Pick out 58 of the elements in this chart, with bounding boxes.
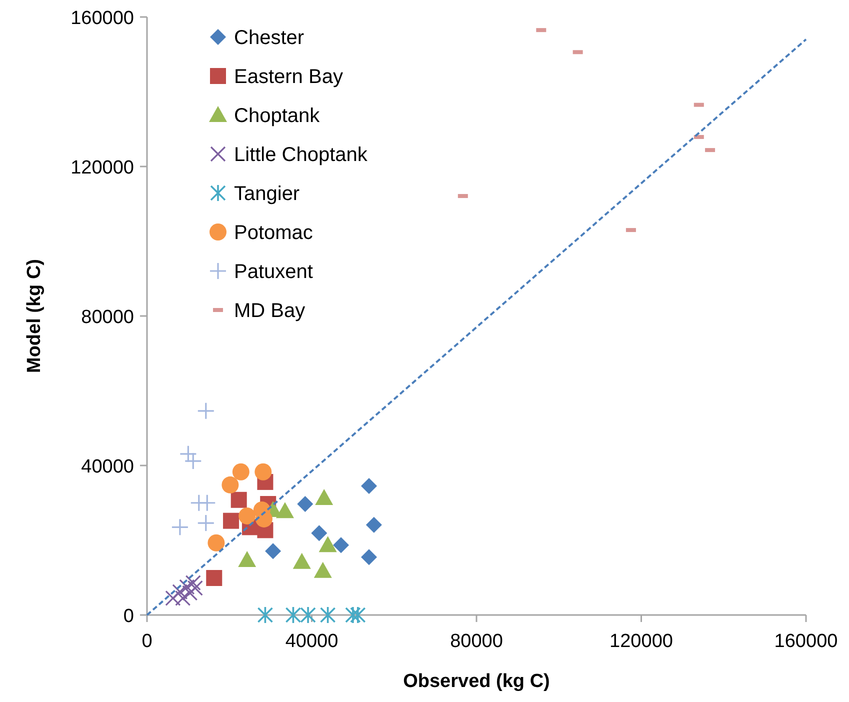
x-tick-label: 0 (142, 631, 152, 652)
point (238, 551, 256, 568)
x-tick-label: 80000 (450, 631, 503, 652)
x-tick-label: 40000 (285, 631, 338, 652)
legend-label: Eastern Bay (234, 66, 343, 88)
point (276, 502, 294, 518)
point (223, 512, 240, 529)
point (345, 606, 361, 624)
point (179, 579, 195, 595)
point (222, 476, 239, 494)
point (366, 516, 382, 533)
point (311, 525, 328, 542)
point (292, 552, 311, 569)
point (172, 584, 188, 600)
point (254, 463, 272, 480)
point (297, 496, 314, 512)
point (314, 562, 332, 578)
point (187, 580, 203, 596)
point (232, 463, 250, 480)
point (171, 518, 189, 536)
y-tick-label: 160000 (70, 8, 134, 29)
point (315, 489, 334, 506)
point (320, 606, 336, 624)
point (318, 536, 337, 552)
point (185, 575, 201, 591)
point (175, 590, 191, 606)
point (350, 606, 366, 624)
legend-label: Choptank (234, 105, 321, 127)
point (230, 492, 247, 508)
legend-label: MD Bay (234, 300, 306, 322)
point (238, 507, 256, 524)
point (361, 549, 377, 566)
legend-label: Tangier (234, 183, 300, 205)
point (361, 478, 377, 494)
y-tick-label: 0 (123, 606, 134, 627)
legend-label: Chester (234, 27, 304, 49)
point (206, 570, 222, 586)
y-tick-label: 80000 (81, 307, 134, 328)
point (257, 606, 274, 624)
x-tick-label: 120000 (610, 631, 673, 652)
point (300, 606, 316, 624)
point (285, 606, 302, 624)
point (265, 543, 282, 560)
legend-label: Patuxent (234, 261, 314, 283)
y-axis-title: Model (kg C) (24, 259, 45, 373)
point (197, 402, 215, 420)
y-tick-label: 40000 (81, 456, 134, 478)
point (165, 590, 181, 606)
point (332, 537, 349, 554)
point (208, 534, 225, 552)
point (182, 585, 198, 601)
x-axis-title: Observed (kg C) (403, 671, 550, 692)
y-tick-label: 120000 (70, 158, 134, 178)
legend-label: Potomac (234, 222, 313, 244)
point (198, 494, 216, 512)
x-tick-label: 160000 (774, 631, 838, 652)
point (197, 514, 215, 532)
legend-label: Little Choptank (234, 144, 368, 166)
